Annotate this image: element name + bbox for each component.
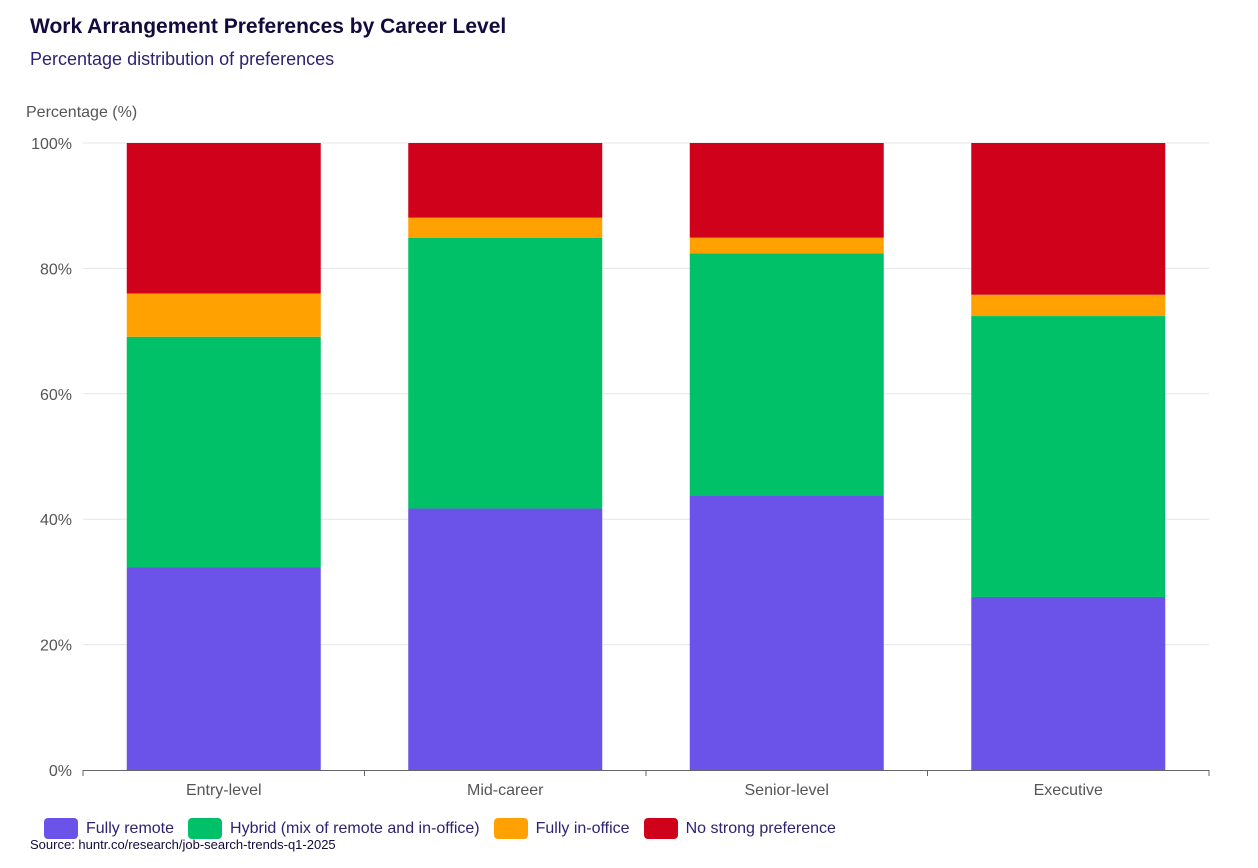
legend-swatch	[44, 818, 78, 839]
chart-subtitle: Percentage distribution of preferences	[30, 49, 335, 69]
bar-segment-no-strong-preference	[126, 143, 321, 294]
bar-segment-no-strong-preference	[689, 143, 884, 238]
bar-segment-fully-remote	[408, 508, 603, 770]
bar-segment-hybrid-mix-of-remote-and-in-office	[971, 316, 1166, 597]
bar-segment-no-strong-preference	[971, 143, 1166, 295]
legend-item: Fully in-office	[493, 818, 630, 839]
y-tick-label: 60%	[40, 387, 72, 404]
bar-segment-fully-in-office	[689, 237, 884, 254]
legend-item: Hybrid (mix of remote and in-office)	[188, 818, 480, 839]
bar-segment-hybrid-mix-of-remote-and-in-office	[689, 253, 884, 497]
bar-segment-fully-in-office	[408, 217, 603, 238]
y-tick-label: 20%	[40, 638, 72, 655]
bar-segment-fully-remote	[689, 496, 884, 770]
legend-swatch	[188, 818, 223, 839]
legend-item: Fully remote	[44, 818, 174, 839]
x-tick-label: Senior-level	[745, 782, 829, 799]
bar-segment-fully-remote	[126, 567, 321, 770]
x-tick-label: Executive	[1034, 782, 1103, 799]
legend-swatch	[493, 818, 528, 839]
legend-label: Fully in-office	[535, 819, 630, 837]
chart-legend: Fully remote Hybrid (mix of remote and in…	[44, 818, 850, 839]
legend-swatch	[643, 818, 678, 839]
x-tick-label: Entry-level	[186, 782, 262, 799]
bar-segment-hybrid-mix-of-remote-and-in-office	[408, 237, 603, 509]
source-note: Source: huntr.co/research/job-search-tre…	[30, 837, 336, 852]
legend-label: No strong preference	[685, 819, 836, 837]
bar-segment-hybrid-mix-of-remote-and-in-office	[126, 336, 321, 568]
y-tick-label: 0%	[49, 763, 72, 780]
y-tick-label: 80%	[40, 261, 72, 278]
legend-item: No strong preference	[643, 818, 836, 839]
bar-segment-fully-remote	[971, 596, 1166, 770]
bar-segment-no-strong-preference	[408, 143, 603, 218]
legend-label: Hybrid (mix of remote and in-office)	[230, 819, 480, 837]
x-tick-label: Mid-career	[467, 782, 544, 799]
y-tick-label: 40%	[40, 512, 72, 529]
chart-title: Work Arrangement Preferences by Career L…	[30, 15, 507, 38]
y-tick-label: 100%	[31, 136, 72, 153]
bar-segment-fully-in-office	[971, 294, 1166, 317]
y-axis-label: Percentage (%)	[26, 104, 138, 121]
bar-segment-fully-in-office	[126, 293, 321, 337]
legend-label: Fully remote	[86, 819, 175, 837]
